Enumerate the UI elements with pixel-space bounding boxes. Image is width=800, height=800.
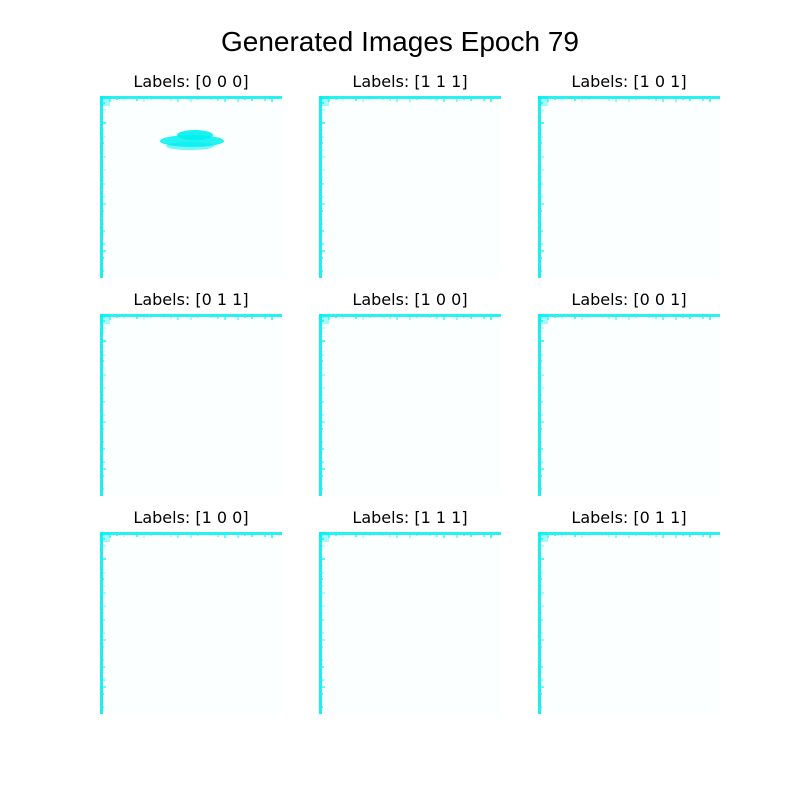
image-panel: Labels: [0 1 1] [100, 290, 282, 500]
cyan-left-edge [538, 96, 541, 278]
generated-image [319, 96, 501, 278]
cyan-top-edge [319, 96, 501, 99]
generated-image [319, 314, 501, 496]
cyan-top-edge [100, 96, 282, 99]
cyan-left-edge [538, 314, 541, 496]
panel-label: Labels: [0 0 1] [571, 290, 687, 309]
panel-label: Labels: [0 1 1] [571, 508, 687, 527]
cyan-top-edge [538, 532, 720, 535]
panel-label: Labels: [1 1 1] [352, 72, 468, 91]
panel-label: Labels: [0 0 0] [133, 72, 249, 91]
panel-label: Labels: [1 0 0] [133, 508, 249, 527]
cyan-left-edge [319, 314, 322, 496]
image-panel: Labels: [1 0 0] [319, 290, 501, 500]
generated-image [100, 532, 282, 714]
cyan-top-edge [538, 96, 720, 99]
generated-image [319, 532, 501, 714]
panel-label: Labels: [1 1 1] [352, 508, 468, 527]
cyan-left-edge [100, 532, 103, 714]
cyan-blob [160, 130, 224, 150]
cyan-left-edge [319, 96, 322, 278]
image-panel: Labels: [1 1 1] [319, 72, 501, 282]
generated-image [100, 314, 282, 496]
cyan-left-edge [319, 532, 322, 714]
cyan-top-edge [100, 532, 282, 535]
image-panel: Labels: [1 0 1] [538, 72, 720, 282]
generated-image [538, 96, 720, 278]
panel-label: Labels: [1 0 0] [352, 290, 468, 309]
cyan-top-edge [319, 314, 501, 317]
generated-image [100, 96, 282, 278]
image-panel: Labels: [0 0 1] [538, 290, 720, 500]
cyan-left-edge [538, 532, 541, 714]
cyan-left-edge [100, 96, 103, 278]
generated-image [538, 314, 720, 496]
cyan-top-edge [100, 314, 282, 317]
figure-title: Generated Images Epoch 79 [220, 26, 579, 57]
cyan-top-edge [538, 314, 720, 317]
cyan-left-edge [100, 314, 103, 496]
generated-image [538, 532, 720, 714]
image-panel: Labels: [0 1 1] [538, 508, 720, 718]
panel-label: Labels: [1 0 1] [571, 72, 687, 91]
image-panel: Labels: [1 0 0] [100, 508, 282, 718]
cyan-top-edge [319, 532, 501, 535]
panel-label: Labels: [0 1 1] [133, 290, 249, 309]
image-panel: Labels: [0 0 0] [100, 72, 282, 282]
image-panel: Labels: [1 1 1] [319, 508, 501, 718]
